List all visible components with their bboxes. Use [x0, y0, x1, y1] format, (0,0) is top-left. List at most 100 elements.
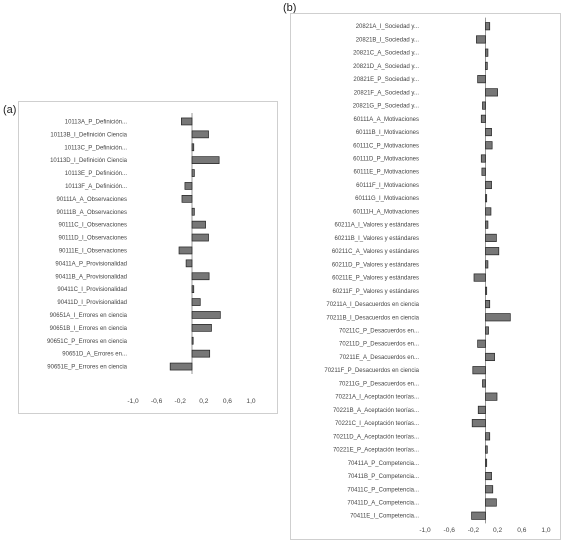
chart-b-category-label: 70211F_P_Desacuerdos en ciencia [324, 368, 419, 374]
chart-b-bar [471, 511, 486, 520]
chart-b-category-label: 60211F_P_Valores y estándares [333, 289, 420, 295]
chart-b-bar [482, 101, 486, 110]
chart-b-bar [480, 114, 486, 123]
chart-a-category-label: 90651B_I_Errores en ciencia [50, 326, 128, 332]
chart-b-category-label: 60211B_I_Valores y estándares [334, 236, 419, 242]
chart-b-bar [480, 154, 486, 163]
chart-b-bar [485, 299, 491, 309]
chart-a-category-label: 90411B_A_Provisionalidad [55, 274, 127, 280]
chart-a-tick-label: -0,6 [151, 398, 163, 405]
chart-b-category-label: 60111A_A_Motivaciones [354, 117, 420, 123]
chart-b-category-label: 60111C_P_Motivaciones [353, 143, 419, 149]
chart-b-tick-label: 0,2 [493, 527, 502, 534]
chart-b-category-label: 70211G_P_Desacuerdos en... [339, 381, 420, 387]
chart-b-bar [485, 445, 488, 454]
chart-b-bar [485, 471, 492, 481]
chart-b-category-label: 20821G_P_Sociedad y... [353, 104, 420, 110]
panel-label-b: (b) [283, 2, 297, 14]
chart-a-category-label: 90651C_P_Errores en ciencia [47, 339, 128, 345]
chart-b-bar [485, 286, 488, 295]
chart-b-category-label: 60111D_P_Motivaciones [353, 157, 419, 163]
chart-b-category-label: 60211C_A_Valores y estándares [332, 249, 419, 255]
chart-b-bar [485, 233, 497, 242]
chart-b-bar [485, 352, 495, 362]
chart-a-tick-label: 0,6 [223, 398, 232, 405]
chart-b-category-label: 70211B_I_Desacuerdos en ciencia [326, 315, 419, 321]
chart-b-category-label: 70411B_P_Competencia... [348, 474, 420, 480]
chart-b-category-label: 70211D_P_Desacuerdos en... [339, 342, 419, 348]
chart-b-category-label: 60211D_P_Valores y estándares [332, 262, 419, 268]
chart-b-category-label: 20821A_I_Sociedad y... [356, 24, 420, 30]
chart-b-bar [485, 313, 511, 322]
chart-b-bar [485, 194, 488, 203]
chart-b-bar [485, 247, 500, 256]
chart-a-bar [191, 220, 206, 229]
chart-a-category-label: 90651A_I_Errores en ciencia [50, 313, 128, 319]
chart-a-bar [191, 169, 195, 177]
chart-b-bar [485, 48, 489, 57]
chart-b-bar [485, 260, 489, 269]
chart-b-bar [485, 141, 493, 150]
chart-a-bar [191, 336, 194, 345]
chart-a-tick-label: -1,0 [127, 398, 139, 405]
chart-a-bar [169, 362, 193, 371]
chart-a-category-label: 90411A_P_Provisionalidad [55, 261, 127, 267]
chart-a-category-label: 10113A_P_Definición... [65, 119, 128, 125]
chart-a-category-label: 90111C_I_Observaciones [59, 223, 128, 229]
chart-b-bar [485, 22, 491, 31]
chart-b-bar [485, 458, 488, 467]
chart-b-bar [485, 180, 492, 190]
chart-b: 20821A_I_Sociedad y... 20821B_I_Sociedad … [290, 13, 561, 540]
chart-a-category-label: 10113B_I_Definición Ciencia [50, 132, 127, 138]
chart-b-bar [485, 498, 497, 507]
chart-a-category-label: 90411D_I_Provisionalidad [57, 300, 127, 306]
chart-a-bar [185, 259, 193, 268]
chart-a-category-label: 90651D_A_Errores en... [62, 352, 127, 358]
chart-b-tick-label: -1,0 [419, 527, 431, 534]
chart-b-category-label: 20821C_A_Sociedad y... [353, 51, 419, 57]
chart-a: 10113A_P_Definición... 10113B_I_Definició… [18, 101, 278, 414]
chart-b-category-label: 60211A_I_Valores y estándares [334, 223, 419, 229]
chart-b-category-label: 70211C_P_Desacuerdos en... [339, 329, 419, 335]
chart-b-bar [485, 61, 488, 70]
chart-a-category-label: 10113D_I_Definición Ciencia [50, 158, 128, 164]
chart-b-bar [477, 75, 486, 84]
chart-a-bar [191, 311, 221, 319]
chart-b-bar [477, 405, 486, 414]
chart-b-category-label: 70411E_I_Competencia... [350, 514, 419, 520]
chart-b-bar [473, 273, 486, 282]
chart-b-category-label: 70221A_I_Aceptación teorías... [335, 395, 419, 401]
chart-b-category-label: 70221E_P_Aceptación teorías... [333, 448, 419, 454]
chart-b-bar [485, 485, 494, 494]
chart-b-category-label: 70411D_A_Competencia... [347, 500, 419, 506]
chart-b-category-label: 70221C_I_Aceptación teorías... [335, 421, 419, 427]
chart-b-bar [477, 339, 486, 348]
chart-a-bar [191, 285, 195, 293]
chart-a-category-label: 90411C_I_Provisionalidad [57, 287, 127, 293]
chart-b-bar [485, 392, 498, 401]
chart-b-category-label: 60111F_I_Motivaciones [356, 183, 419, 189]
chart-b-category-label: 70411A_P_Competencia... [348, 461, 420, 467]
chart-b-category-label: 60211E_P_Valores y estándares [332, 276, 419, 282]
chart-b-bar [485, 207, 492, 216]
chart-b-bar [485, 88, 498, 97]
chart-a-tick-label: 1,0 [246, 398, 255, 405]
chart-b-category-label: 60111G_I_Motivaciones [355, 196, 419, 202]
chart-a-category-label: 90111A_A_Observaciones [57, 197, 128, 203]
chart-b-tick-label: -0,2 [468, 527, 480, 534]
chart-b-category-label: 20821B_I_Sociedad y... [356, 37, 420, 43]
chart-a-bar [191, 272, 210, 281]
chart-a-bar [191, 207, 195, 216]
chart-a-category-label: 10113E_P_Definición... [65, 171, 128, 177]
chart-a-bar [178, 246, 193, 255]
chart-b-bar [471, 419, 486, 428]
chart-a-tick-label: -0,2 [175, 398, 187, 405]
chart-a-bar [191, 143, 195, 152]
chart-b-bar [485, 128, 492, 137]
chart-a-category-label: 10113C_P_Definición... [64, 145, 127, 151]
chart-b-svg: 20821A_I_Sociedad y... 20821B_I_Sociedad … [324, 17, 551, 534]
chart-a-bar [191, 130, 209, 139]
chart-b-bar [485, 220, 489, 229]
chart-b-tick-label: 0,6 [517, 527, 526, 534]
chart-b-category-label: 20821D_A_Sociedad y... [353, 64, 419, 70]
